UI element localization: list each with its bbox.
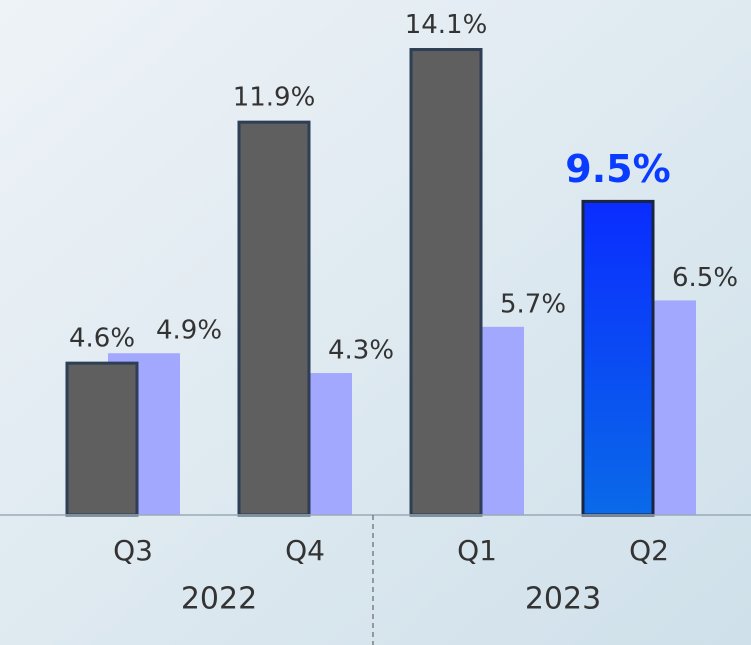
x-tick-label: Q1 [457, 534, 497, 567]
value-label: 6.5% [672, 263, 738, 293]
year-label: 2023 [525, 582, 601, 617]
value-label: 14.1% [405, 10, 488, 40]
plot: 4.9% 4.6% 4.3% 11.9% 5.7% 14.1% 6.5% 9.5% [65, 10, 738, 517]
bar [65, 361, 139, 517]
value-label: 11.9% [233, 83, 316, 113]
bar [409, 48, 483, 517]
value-label: 4.6% [69, 324, 135, 354]
value-label: 4.3% [328, 336, 394, 366]
x-tick-label: Q4 [285, 534, 325, 567]
x-tick-label: Q2 [629, 534, 669, 567]
year-label: 2022 [181, 582, 257, 617]
x-tick-label: Q3 [113, 534, 153, 567]
value-label: 9.5% [565, 147, 670, 191]
value-label: 4.9% [156, 316, 222, 346]
value-label: 5.7% [500, 289, 566, 319]
bar [237, 120, 311, 517]
bar [581, 199, 655, 517]
